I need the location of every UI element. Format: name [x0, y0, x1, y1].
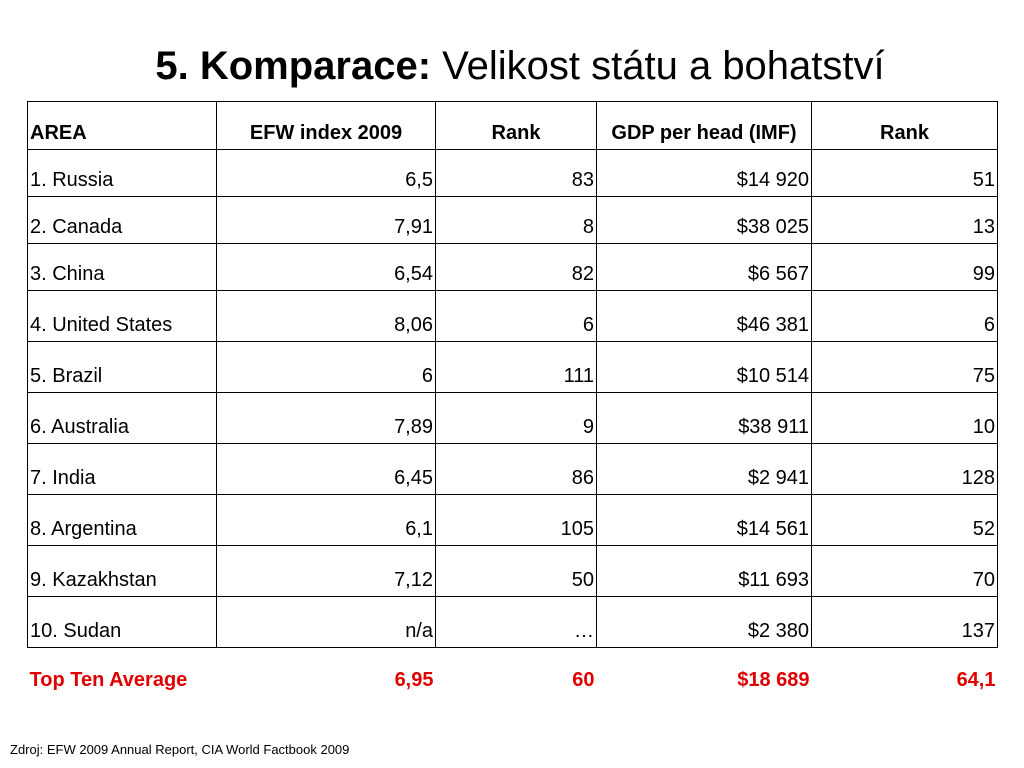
- cell-efw-rank: 6: [435, 290, 597, 342]
- cell-efw-index: 6,54: [216, 243, 436, 291]
- comparison-table: AREA EFW index 2009 Rank GDP per head (I…: [27, 101, 998, 696]
- cell-area: 8. Argentina: [27, 494, 217, 546]
- cell-efw-rank: 50: [435, 545, 597, 597]
- cell-gdp: $11 693: [596, 545, 812, 597]
- table-row: 1. Russia 6,5 83 $14 920 51: [27, 149, 998, 197]
- table-row: 2. Canada 7,91 8 $38 025 13: [27, 196, 998, 244]
- cell-gdp: $46 381: [596, 290, 812, 342]
- header-efw-rank: Rank: [435, 101, 597, 150]
- table-row: 6. Australia 7,89 9 $38 911 10: [27, 392, 998, 444]
- cell-gdp-rank: 10: [811, 392, 998, 444]
- cell-gdp-rank: 75: [811, 341, 998, 393]
- cell-efw-index: 7,91: [216, 196, 436, 244]
- cell-efw-rank: 82: [435, 243, 597, 291]
- cell-efw-index: 8,06: [216, 290, 436, 342]
- cell-area: 7. India: [27, 443, 217, 495]
- header-gdp-rank: Rank: [811, 101, 998, 150]
- cell-area: 10. Sudan: [27, 596, 217, 648]
- cell-efw-rank: 111: [435, 341, 597, 393]
- header-row: AREA EFW index 2009 Rank GDP per head (I…: [27, 101, 998, 150]
- cell-gdp-rank: 70: [811, 545, 998, 597]
- cell-area: 6. Australia: [27, 392, 217, 444]
- slide-title-normal: Velikost státu a bohatství: [442, 44, 885, 88]
- table-row: 4. United States 8,06 6 $46 381 6: [27, 290, 998, 342]
- cell-gdp: $2 380: [596, 596, 812, 648]
- cell-area: 1. Russia: [27, 149, 217, 197]
- slide-title-bold: 5. Komparace:: [155, 44, 432, 88]
- table-row: 10. Sudan n/a … $2 380 137: [27, 596, 998, 648]
- cell-area: 2. Canada: [27, 196, 217, 244]
- cell-efw-index: 6: [216, 341, 436, 393]
- table-row: 5. Brazil 6 111 $10 514 75: [27, 341, 998, 393]
- cell-efw-index: 6,45: [216, 443, 436, 495]
- header-efw-index: EFW index 2009: [216, 101, 436, 150]
- cell-area: 9. Kazakhstan: [27, 545, 217, 597]
- cell-efw-index: 7,89: [216, 392, 436, 444]
- cell-efw-rank: 9: [435, 392, 597, 444]
- cell-gdp: $14 561: [596, 494, 812, 546]
- average-efw-index: 6,95: [394, 669, 434, 691]
- table-row: 9. Kazakhstan 7,12 50 $11 693 70: [27, 545, 998, 597]
- cell-efw-index: 6,1: [216, 494, 436, 546]
- average-label: Top Ten Average: [29, 669, 188, 691]
- cell-efw-index: 7,12: [216, 545, 436, 597]
- header-area: AREA: [27, 101, 217, 150]
- cell-gdp-rank: 128: [811, 443, 998, 495]
- cell-gdp: $38 911: [596, 392, 812, 444]
- cell-gdp: $2 941: [596, 443, 812, 495]
- average-row: Top Ten Average 6,95 60 $18 689 64,1: [28, 648, 998, 697]
- cell-efw-rank: 86: [435, 443, 597, 495]
- cell-area: 5. Brazil: [27, 341, 217, 393]
- table-row: 7. India 6,45 86 $2 941 128: [27, 443, 998, 495]
- cell-gdp-rank: 13: [811, 196, 998, 244]
- table-row: 8. Argentina 6,1 105 $14 561 52: [27, 494, 998, 546]
- slide-title: 5. Komparace: Velikost státu a bohatství: [0, 38, 1024, 94]
- header-gdp: GDP per head (IMF): [596, 101, 812, 150]
- cell-efw-index: n/a: [216, 596, 436, 648]
- cell-efw-rank: 105: [435, 494, 597, 546]
- average-gdp: $18 689: [737, 669, 810, 691]
- cell-efw-rank: 8: [435, 196, 597, 244]
- cell-area: 4. United States: [27, 290, 217, 342]
- table-row: 3. China 6,54 82 $6 567 99: [27, 243, 998, 291]
- cell-gdp: $14 920: [596, 149, 812, 197]
- cell-gdp-rank: 6: [811, 290, 998, 342]
- cell-area: 3. China: [27, 243, 217, 291]
- cell-gdp: $38 025: [596, 196, 812, 244]
- cell-gdp-rank: 137: [811, 596, 998, 648]
- cell-gdp-rank: 51: [811, 149, 998, 197]
- source-note: Zdroj: EFW 2009 Annual Report, CIA World…: [10, 742, 350, 757]
- cell-gdp-rank: 52: [811, 494, 998, 546]
- cell-gdp: $10 514: [596, 341, 812, 393]
- average-efw-rank: 60: [572, 669, 595, 691]
- cell-efw-rank: 83: [435, 149, 597, 197]
- average-gdp-rank: 64,1: [956, 669, 996, 691]
- cell-efw-rank: …: [435, 596, 597, 648]
- cell-gdp: $6 567: [596, 243, 812, 291]
- cell-gdp-rank: 99: [811, 243, 998, 291]
- cell-efw-index: 6,5: [216, 149, 436, 197]
